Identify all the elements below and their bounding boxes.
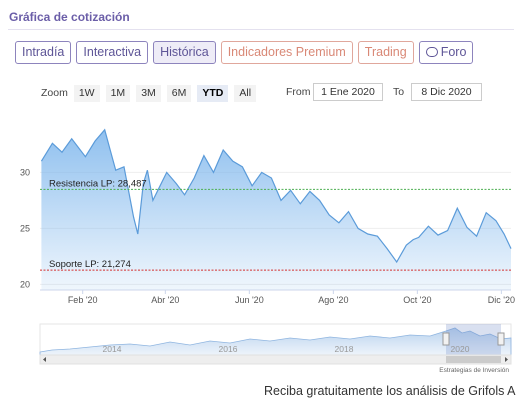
tab-trading[interactable]: Trading: [357, 41, 414, 64]
zoom-6m-button[interactable]: 6M: [166, 84, 192, 102]
tab-interactiva[interactable]: Interactiva: [76, 41, 149, 64]
support-label: Soporte LP: 21,274: [49, 259, 131, 270]
x-tick-label: Feb '20: [68, 295, 98, 305]
navigator-scrollbar[interactable]: [39, 354, 512, 365]
chart-tabs: Intradía Interactiva Histórica Indicador…: [15, 41, 474, 64]
tab-indicadores-premium[interactable]: Indicadores Premium: [220, 41, 353, 64]
navigator-year-label: 2014: [103, 344, 122, 354]
tab-foro-label: Foro: [440, 45, 467, 59]
navigator-year-label: 2020: [451, 344, 470, 354]
navigator-left-handle[interactable]: [442, 332, 450, 346]
navigator-year-label: 2018: [335, 344, 354, 354]
y-tick-label: 20: [20, 279, 30, 289]
zoom-all-button[interactable]: All: [234, 84, 257, 102]
price-area: [41, 129, 512, 290]
x-tick-label: Ago '20: [318, 295, 348, 305]
x-tick-label: Jun '20: [235, 295, 264, 305]
navigator-right-handle[interactable]: [497, 332, 505, 346]
from-date-input[interactable]: 1 Ene 2020: [313, 83, 383, 101]
page-title: Gráfica de cotización: [9, 10, 130, 24]
resistance-label: Resistencia LP: 28,487: [49, 178, 147, 189]
header-divider: [8, 29, 514, 30]
tab-historica[interactable]: Histórica: [153, 41, 216, 64]
navigator-frame: [39, 323, 512, 356]
zoom-ytd-button[interactable]: YTD: [197, 84, 229, 102]
zoom-selector: Zoom 1W 1M 3M 6M YTD All: [41, 84, 262, 102]
zoom-label: Zoom: [41, 87, 68, 99]
tab-foro[interactable]: Foro: [418, 41, 474, 64]
to-label: To: [393, 86, 405, 98]
x-tick-label: Dic '20: [488, 295, 515, 305]
x-tick-label: Oct '20: [403, 295, 431, 305]
price-line: [40, 128, 512, 264]
navigator-selection[interactable]: [446, 324, 501, 355]
to-date-input[interactable]: 8 Dic 2020: [411, 83, 482, 101]
zoom-3m-button[interactable]: 3M: [136, 84, 161, 102]
y-tick-label: 25: [20, 223, 30, 233]
chat-bubble-icon: [425, 47, 438, 57]
scrollbar-thumb[interactable]: [446, 356, 501, 363]
x-tick-label: Abr '20: [151, 295, 179, 305]
footer-promo-text: Reciba gratuitamente los análisis de Gri…: [264, 384, 516, 398]
from-label: From: [286, 86, 311, 98]
navigator-series: [39, 327, 512, 356]
chart-credit: Estrategias de Inversión: [439, 367, 509, 374]
scroll-right-arrow-icon[interactable]: [505, 357, 508, 362]
zoom-1w-button[interactable]: 1W: [73, 84, 100, 102]
navigator-year-label: 2016: [219, 344, 238, 354]
tab-intradia[interactable]: Intradía: [15, 41, 72, 64]
zoom-1m-button[interactable]: 1M: [105, 84, 131, 102]
y-tick-label: 30: [20, 167, 30, 177]
scroll-left-arrow-icon[interactable]: [43, 357, 46, 362]
